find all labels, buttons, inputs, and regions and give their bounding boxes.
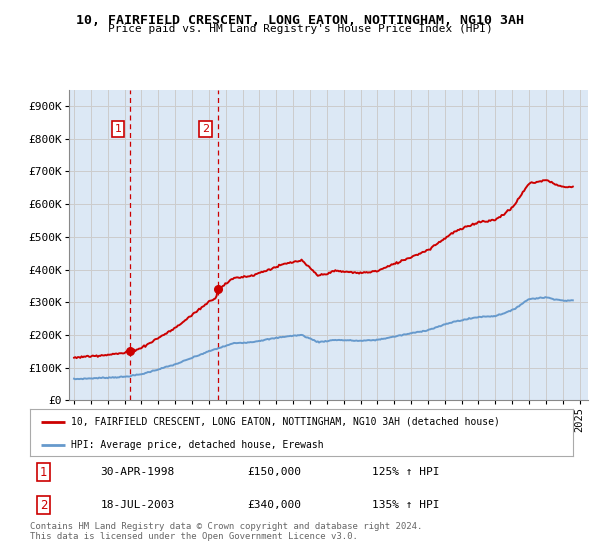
Text: Contains HM Land Registry data © Crown copyright and database right 2024.
This d: Contains HM Land Registry data © Crown c… <box>30 522 422 542</box>
Text: HPI: Average price, detached house, Erewash: HPI: Average price, detached house, Erew… <box>71 440 323 450</box>
Text: 125% ↑ HPI: 125% ↑ HPI <box>372 467 440 477</box>
Text: 18-JUL-2003: 18-JUL-2003 <box>101 500 175 510</box>
Text: 1: 1 <box>115 124 121 134</box>
Text: 135% ↑ HPI: 135% ↑ HPI <box>372 500 440 510</box>
Text: 10, FAIRFIELD CRESCENT, LONG EATON, NOTTINGHAM, NG10 3AH (detached house): 10, FAIRFIELD CRESCENT, LONG EATON, NOTT… <box>71 417 500 427</box>
Text: Price paid vs. HM Land Registry's House Price Index (HPI): Price paid vs. HM Land Registry's House … <box>107 24 493 34</box>
Text: 1: 1 <box>40 465 47 479</box>
Text: 30-APR-1998: 30-APR-1998 <box>101 467 175 477</box>
Text: 2: 2 <box>202 124 209 134</box>
Text: £340,000: £340,000 <box>247 500 301 510</box>
Text: £150,000: £150,000 <box>247 467 301 477</box>
Text: 2: 2 <box>40 498 47 512</box>
Text: 10, FAIRFIELD CRESCENT, LONG EATON, NOTTINGHAM, NG10 3AH: 10, FAIRFIELD CRESCENT, LONG EATON, NOTT… <box>76 14 524 27</box>
